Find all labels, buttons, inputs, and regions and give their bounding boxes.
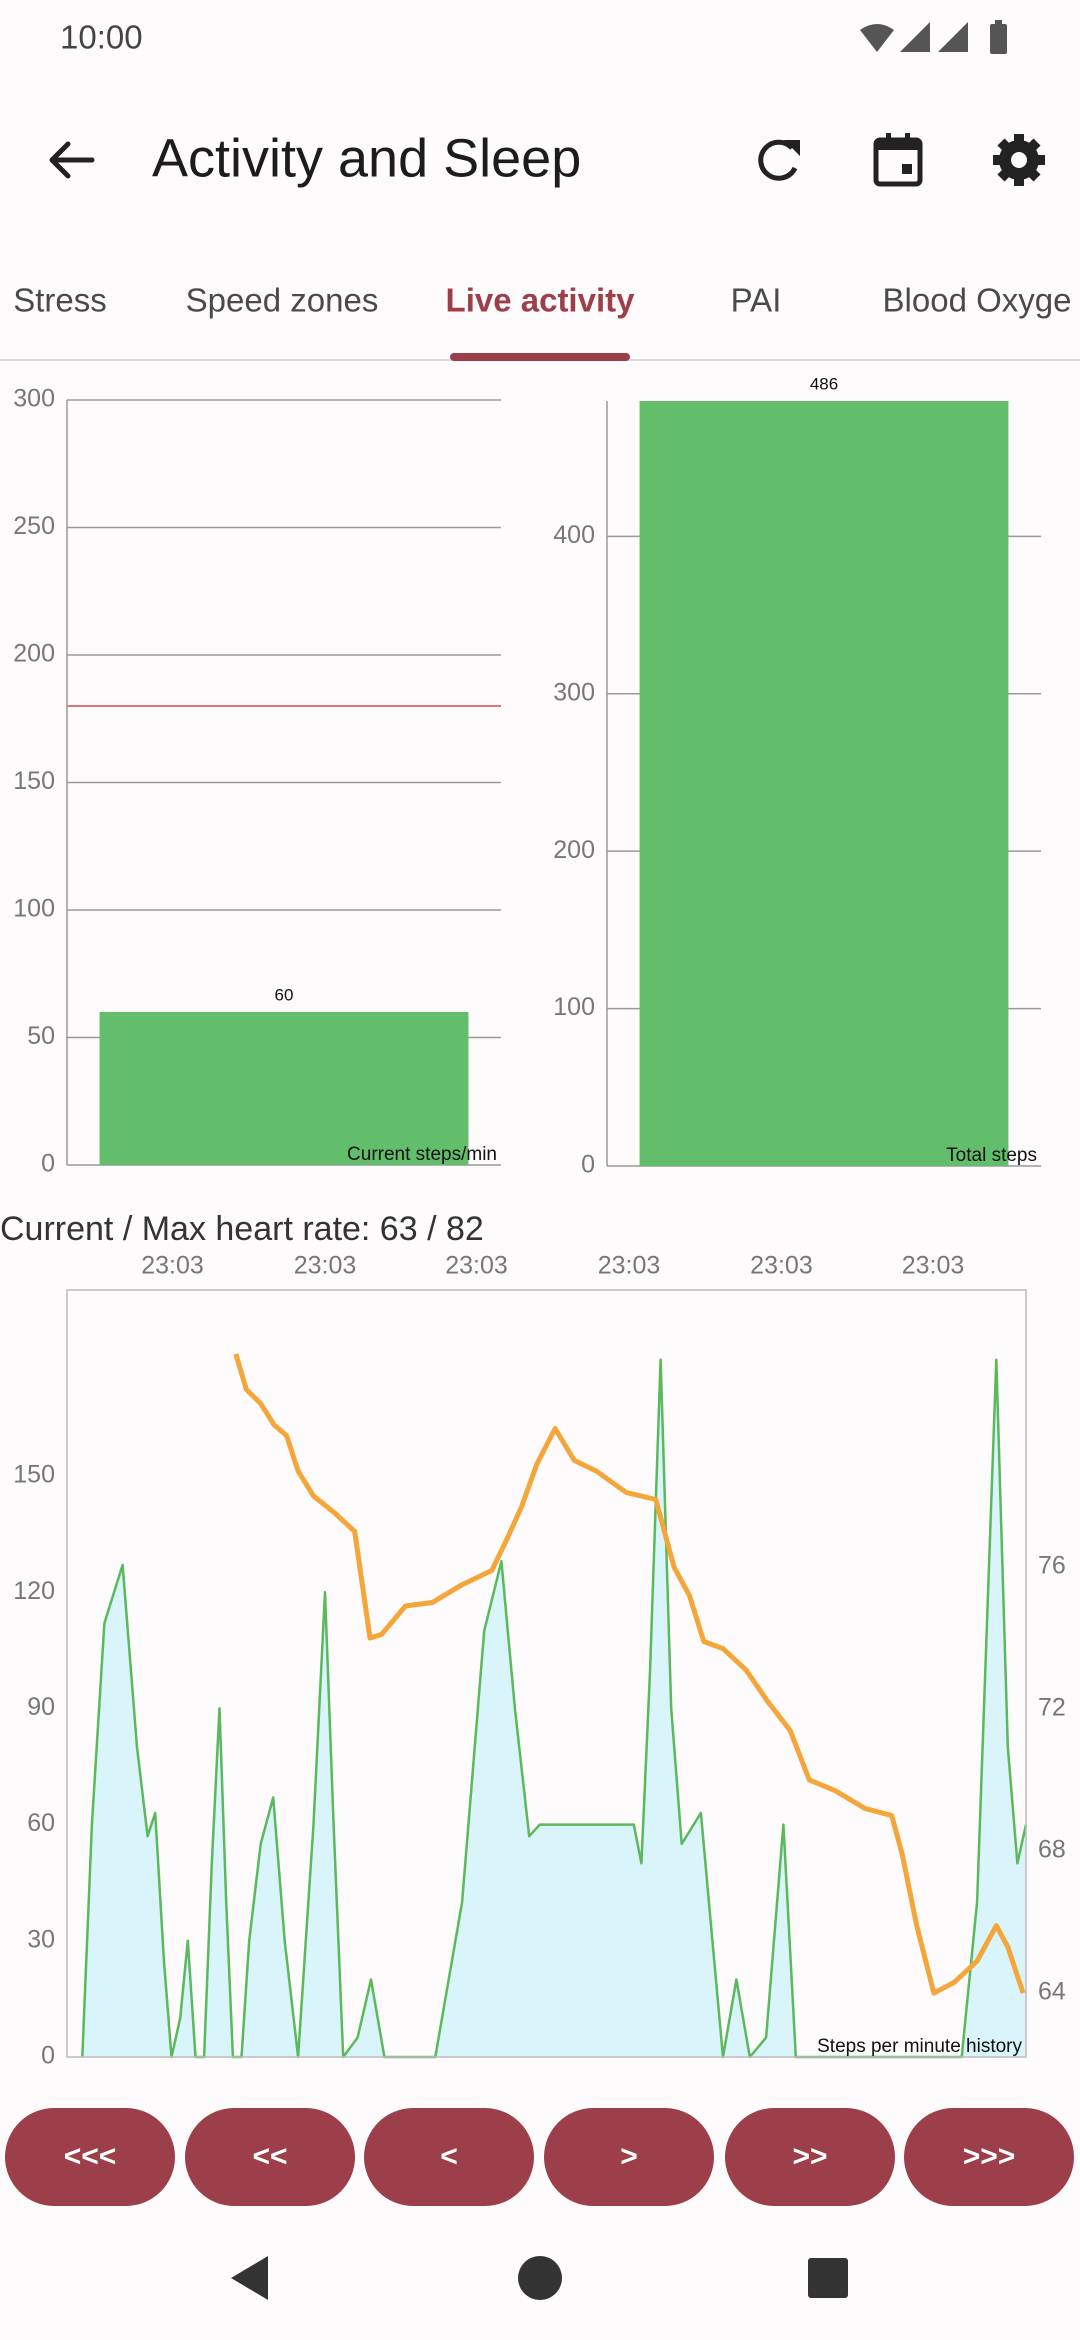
x-tick-label: 23:03 xyxy=(294,1252,357,1280)
refresh-button[interactable] xyxy=(758,139,800,181)
nav-button[interactable]: >> xyxy=(725,2108,895,2206)
x-tick-label: 23:03 xyxy=(141,1252,204,1280)
tab[interactable]: Stress xyxy=(13,282,107,319)
chart: 0 30 60 90 120 150 64 68 72 76 23:03 23:03 23:03 23:0… xyxy=(13,1252,1066,2070)
y-tick-label: 120 xyxy=(13,1577,55,1605)
value-label: 486 xyxy=(810,374,838,393)
y-tick-label: 150 xyxy=(13,1461,55,1489)
nav-button[interactable]: >>> xyxy=(904,2108,1074,2206)
y2-tick-label: 64 xyxy=(1038,1978,1066,2006)
y2-tick-label: 72 xyxy=(1038,1694,1066,1722)
button-label[interactable]: >>> xyxy=(963,2140,1016,2173)
x-tick-label: 23:03 xyxy=(750,1252,813,1280)
bar xyxy=(99,1012,469,1165)
series-line xyxy=(81,1358,1028,2059)
x-tick-label: 23:03 xyxy=(445,1252,508,1280)
y-tick-label: 200 xyxy=(553,836,595,864)
y2-tick-label: 76 xyxy=(1038,1552,1066,1580)
nav-back[interactable] xyxy=(231,2256,268,2300)
series-line xyxy=(233,1353,1026,1996)
y2-tick-label: 68 xyxy=(1038,1836,1066,1864)
plot-frame xyxy=(66,1289,1027,2058)
x-tick-label: 23:03 xyxy=(902,1252,965,1280)
status-time: 10:00 xyxy=(60,19,143,56)
chart: 0 50 100 150 200 250 300 60 Current steps/min xyxy=(13,385,501,1178)
y-tick-label: 60 xyxy=(27,1809,55,1837)
bar xyxy=(639,401,1009,1166)
nav-button[interactable]: > xyxy=(544,2108,714,2206)
tab-indicator xyxy=(450,353,630,361)
y-tick-label: 90 xyxy=(27,1693,55,1721)
button-label[interactable]: < xyxy=(440,2140,458,2173)
button-label[interactable]: << xyxy=(252,2140,287,2173)
tab-bar: Stress Speed zones Live activity PAI Blood O… xyxy=(13,282,1071,361)
nav-recents[interactable] xyxy=(808,2258,848,2298)
chart-label: Steps per minute history xyxy=(817,2036,1022,2057)
button-label[interactable]: >> xyxy=(792,2140,827,2173)
tab[interactable]: Blood Oxyge xyxy=(883,282,1072,319)
chart: 0 100 200 300 400 486 Total steps xyxy=(553,374,1041,1179)
nav-button[interactable]: < xyxy=(364,2108,534,2206)
wifi-icon xyxy=(860,24,894,52)
button-body[interactable] xyxy=(185,2108,355,2206)
app-title: Activity and Sleep xyxy=(152,128,581,188)
y-tick-label: 0 xyxy=(41,1150,55,1178)
y-tick-label: 30 xyxy=(27,1925,55,1953)
button-label[interactable]: > xyxy=(620,2140,638,2173)
y-tick-label: 300 xyxy=(553,678,595,706)
y-tick-label: 0 xyxy=(581,1151,595,1179)
nav-home[interactable] xyxy=(518,2256,562,2300)
button-body[interactable] xyxy=(544,2108,714,2206)
back-button[interactable] xyxy=(49,141,95,179)
y-tick-label: 250 xyxy=(13,512,55,540)
button-row: <<< << < > >> >>> xyxy=(5,2108,1074,2206)
x-tick-label: 23:03 xyxy=(598,1252,661,1280)
y-tick-label: 100 xyxy=(13,895,55,923)
y-tick-label: 400 xyxy=(553,521,595,549)
button-label[interactable]: <<< xyxy=(64,2140,117,2173)
settings-button[interactable] xyxy=(993,134,1045,186)
tab[interactable]: PAI xyxy=(731,282,782,319)
y-tick-label: 50 xyxy=(27,1022,55,1050)
button-body[interactable] xyxy=(904,2108,1074,2206)
chart-label: Total steps xyxy=(946,1145,1037,1166)
signal-icon xyxy=(900,22,930,52)
battery-tip xyxy=(995,20,1002,25)
y-tick-label: 200 xyxy=(13,640,55,668)
y-tick-label: 300 xyxy=(13,385,55,413)
y-tick-label: 150 xyxy=(13,767,55,795)
value-label: 60 xyxy=(275,985,294,1004)
nav-button[interactable]: <<< xyxy=(5,2108,175,2206)
y-tick-label: 100 xyxy=(553,993,595,1021)
button-body[interactable] xyxy=(5,2108,175,2206)
heart-rate-text: Current / Max heart rate: 63 / 82 xyxy=(0,1210,484,1248)
tab[interactable]: Speed zones xyxy=(186,282,379,319)
button-body[interactable] xyxy=(364,2108,534,2206)
button-body[interactable] xyxy=(725,2108,895,2206)
y-tick-label: 0 xyxy=(41,2042,55,2070)
signal-icon xyxy=(938,22,968,52)
calendar-button[interactable] xyxy=(873,133,923,187)
area xyxy=(82,1359,1027,2057)
tab[interactable]: Live activity xyxy=(446,282,636,319)
battery-icon xyxy=(990,24,1007,54)
chart-label: Current steps/min xyxy=(347,1144,497,1165)
nav-button[interactable]: << xyxy=(185,2108,355,2206)
